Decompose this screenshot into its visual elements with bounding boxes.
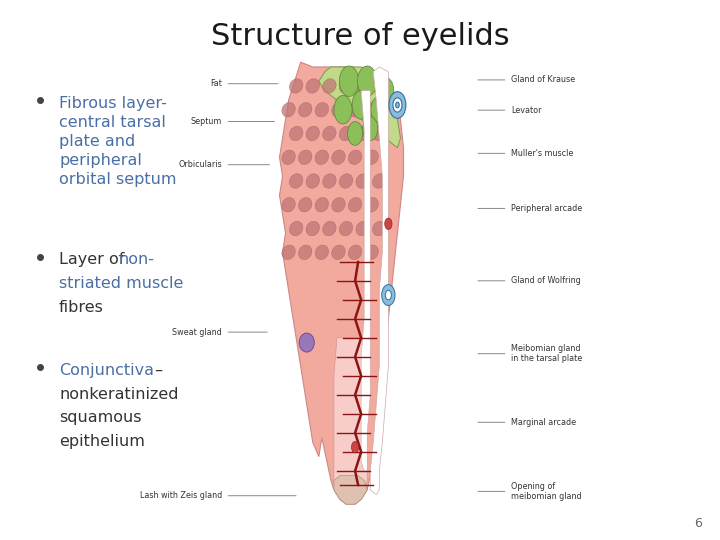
Text: 6: 6: [694, 517, 702, 530]
Circle shape: [348, 122, 363, 145]
Ellipse shape: [356, 174, 369, 188]
Ellipse shape: [365, 198, 379, 212]
Text: Lash with Zeis gland: Lash with Zeis gland: [140, 491, 222, 500]
Ellipse shape: [365, 245, 379, 260]
Text: Gland of Krause: Gland of Krause: [511, 76, 575, 84]
Polygon shape: [279, 62, 403, 504]
Text: Sweat gland: Sweat gland: [172, 328, 222, 336]
Circle shape: [389, 92, 406, 118]
Ellipse shape: [299, 198, 312, 212]
Ellipse shape: [365, 103, 379, 117]
Ellipse shape: [323, 79, 336, 93]
Ellipse shape: [339, 79, 353, 93]
Ellipse shape: [306, 221, 320, 236]
Text: Fibrous layer-
central tarsal
plate and
peripheral
orbital septum: Fibrous layer- central tarsal plate and …: [59, 96, 176, 187]
Text: Opening of
meibomian gland: Opening of meibomian gland: [511, 482, 582, 501]
Circle shape: [371, 97, 388, 123]
Ellipse shape: [315, 103, 328, 117]
Ellipse shape: [348, 198, 362, 212]
Ellipse shape: [282, 198, 295, 212]
Text: fibres: fibres: [59, 300, 104, 315]
Text: epithelium: epithelium: [59, 434, 145, 449]
Ellipse shape: [356, 126, 369, 141]
Circle shape: [339, 66, 359, 97]
Polygon shape: [334, 476, 367, 504]
Ellipse shape: [356, 79, 369, 93]
Ellipse shape: [315, 198, 328, 212]
Text: Layer of: Layer of: [59, 252, 130, 267]
Ellipse shape: [323, 221, 336, 236]
Ellipse shape: [299, 245, 312, 260]
Ellipse shape: [348, 245, 362, 260]
Ellipse shape: [323, 174, 336, 188]
Ellipse shape: [282, 150, 295, 165]
Ellipse shape: [372, 174, 386, 188]
Text: striated muscle: striated muscle: [59, 276, 184, 291]
Ellipse shape: [348, 103, 362, 117]
Text: Meibomian gland
in the tarsal plate: Meibomian gland in the tarsal plate: [511, 344, 582, 363]
Ellipse shape: [282, 245, 295, 260]
Ellipse shape: [289, 79, 303, 93]
Circle shape: [395, 102, 400, 108]
Polygon shape: [334, 338, 367, 500]
Polygon shape: [361, 91, 370, 471]
Text: Marginal arcade: Marginal arcade: [511, 418, 576, 427]
Ellipse shape: [339, 221, 353, 236]
Text: Muller's muscle: Muller's muscle: [511, 149, 574, 158]
Text: squamous: squamous: [59, 410, 142, 426]
Ellipse shape: [306, 79, 320, 93]
Ellipse shape: [332, 103, 345, 117]
Ellipse shape: [289, 174, 303, 188]
Circle shape: [351, 441, 359, 453]
Text: Septum: Septum: [190, 117, 222, 126]
Circle shape: [377, 77, 394, 104]
Polygon shape: [370, 67, 388, 495]
Circle shape: [358, 66, 377, 97]
Ellipse shape: [315, 150, 328, 165]
Ellipse shape: [282, 103, 295, 117]
Text: Conjunctiva: Conjunctiva: [59, 363, 154, 378]
Ellipse shape: [299, 150, 312, 165]
Ellipse shape: [323, 126, 336, 141]
Text: Structure of eyelids: Structure of eyelids: [211, 22, 509, 51]
Ellipse shape: [315, 245, 328, 260]
Ellipse shape: [306, 174, 320, 188]
Text: non-: non-: [119, 252, 155, 267]
Ellipse shape: [372, 221, 386, 236]
Text: –: –: [150, 363, 163, 378]
Ellipse shape: [289, 221, 303, 236]
Ellipse shape: [372, 126, 386, 141]
Ellipse shape: [299, 103, 312, 117]
Ellipse shape: [356, 221, 369, 236]
Ellipse shape: [289, 126, 303, 141]
Ellipse shape: [339, 126, 353, 141]
Text: Fat: Fat: [210, 79, 222, 88]
Ellipse shape: [332, 245, 345, 260]
Text: Levator: Levator: [511, 106, 541, 114]
Circle shape: [334, 96, 352, 124]
Ellipse shape: [306, 126, 320, 141]
Ellipse shape: [339, 174, 353, 188]
Ellipse shape: [332, 150, 345, 165]
Text: Peripheral arcade: Peripheral arcade: [511, 204, 582, 213]
Circle shape: [393, 98, 402, 112]
Circle shape: [352, 91, 370, 119]
Text: nonkeratinized: nonkeratinized: [59, 387, 179, 402]
Ellipse shape: [348, 150, 362, 165]
Ellipse shape: [332, 198, 345, 212]
Circle shape: [363, 117, 378, 140]
Circle shape: [384, 218, 392, 230]
Circle shape: [382, 285, 395, 306]
Ellipse shape: [372, 79, 386, 93]
Text: Gland of Wolfring: Gland of Wolfring: [511, 276, 581, 285]
Polygon shape: [319, 67, 400, 148]
Text: Orbicularis: Orbicularis: [178, 160, 222, 169]
Circle shape: [385, 291, 392, 300]
Ellipse shape: [300, 333, 315, 352]
Ellipse shape: [365, 150, 379, 165]
